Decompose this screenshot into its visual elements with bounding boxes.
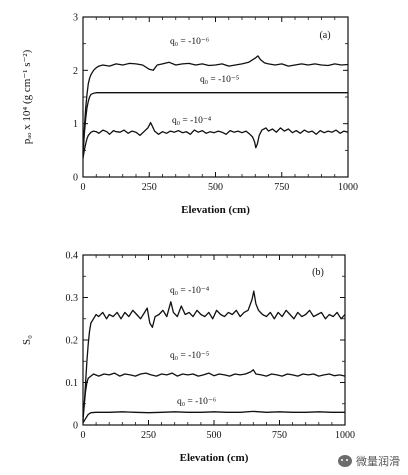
series-line	[82, 410, 345, 424]
x-tick-label: 750	[272, 430, 287, 441]
y-tick-label: 0.3	[66, 293, 79, 304]
series-line	[82, 369, 346, 417]
series-label: q₀ = -10⁻⁴	[172, 116, 212, 126]
y-tick-label: 1	[73, 119, 78, 130]
series-line	[82, 55, 349, 154]
y-tick-label: 3	[73, 13, 78, 24]
y-axis-label: S₀	[21, 335, 33, 345]
chart-panel-a: 0 250 500 750 1000 0 1 2 3 Elevation (cm) pₐₒ x 10…	[21, 13, 358, 217]
wechat-icon	[338, 455, 352, 467]
x-tick-label: 500	[208, 182, 223, 193]
plot-frame	[82, 16, 349, 178]
x-axis-label: Elevation (cm)	[180, 452, 249, 464]
x-tick-label: 0	[81, 182, 86, 193]
x-tick-label: 0	[81, 430, 86, 441]
watermark-text: 微量润滑	[356, 455, 400, 468]
series-label: q₀ = -10⁻⁶	[177, 397, 216, 407]
y-tick-label: 0.1	[66, 378, 79, 389]
x-tick-label: 750	[274, 182, 289, 193]
series-line	[82, 290, 346, 421]
chart-panel-b: 0 250 500 750 1000 0 0.1 0.2 0.3 0.4 Elevation (cm…	[21, 251, 355, 465]
y-tick-label: 2	[73, 66, 78, 77]
panel-label: (a)	[319, 30, 330, 41]
series-line	[82, 121, 349, 159]
x-tick-label: 1000	[338, 182, 358, 193]
y-axis-label: pₐₒ x 10⁴ (g cm⁻¹ s⁻²)	[21, 49, 33, 144]
x-tick-label: 250	[142, 182, 157, 193]
series-label: q₀ = -10⁻⁶	[170, 37, 209, 47]
y-tick-label: 0.2	[66, 336, 79, 347]
panel-label: (b)	[312, 267, 324, 278]
x-tick-label: 250	[141, 430, 156, 441]
series-label: q₀ = -10⁻⁵	[170, 351, 209, 361]
series-label: q₀ = -10⁻⁵	[200, 75, 239, 85]
x-tick-label: 500	[207, 430, 222, 441]
series-line	[82, 92, 348, 156]
y-tick-label: 0	[73, 173, 78, 184]
y-tick-label: 0	[73, 421, 78, 432]
x-tick-label: 1000	[335, 430, 355, 441]
series-label: q₀ = -10⁻⁴	[170, 286, 210, 296]
x-axis-label: Elevation (cm)	[181, 204, 250, 216]
y-tick-label: 0.4	[66, 251, 79, 262]
watermark: 微量润滑	[338, 453, 400, 469]
